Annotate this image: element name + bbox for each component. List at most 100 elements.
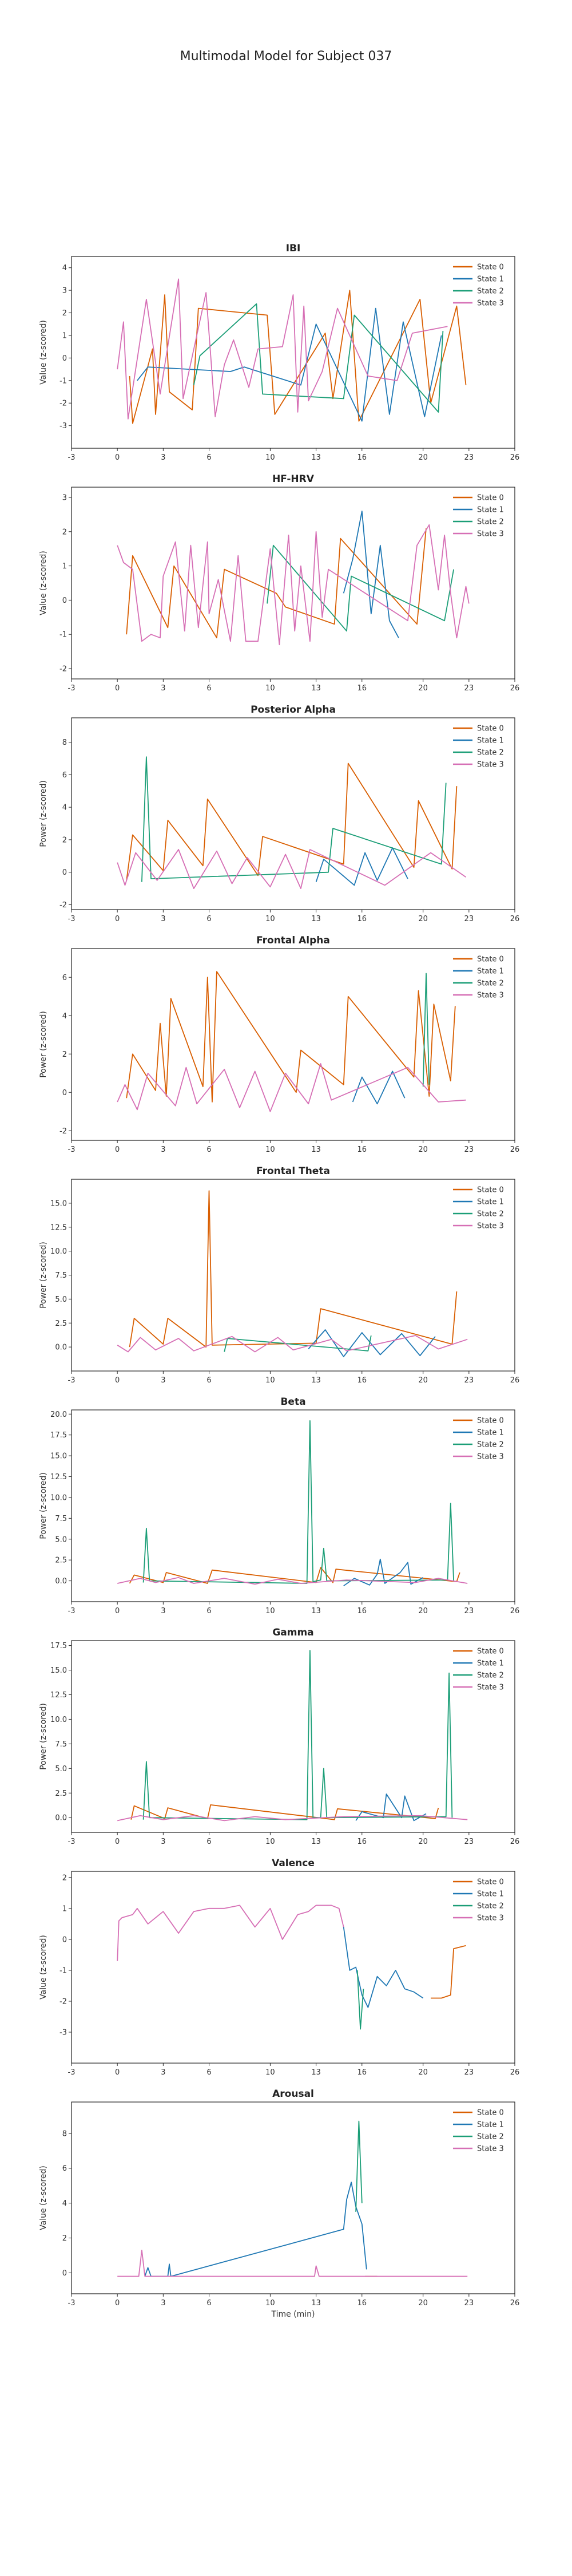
y-axis-label: Power (z-scored): [39, 1472, 48, 1539]
chart-title: IBI: [286, 243, 301, 254]
x-tick-label: 0: [115, 453, 120, 462]
y-tick-label: 0: [62, 596, 67, 605]
series-line-state-3: [117, 1335, 468, 1353]
x-tick-label: 13: [311, 1607, 321, 1615]
x-tick-label: 6: [206, 453, 211, 462]
legend-label: State 1: [477, 967, 504, 976]
x-tick-label: 16: [357, 2299, 367, 2308]
series-line-state-1: [352, 1070, 406, 1105]
x-tick-label: 3: [161, 1607, 165, 1615]
y-tick-label: -3: [59, 422, 67, 430]
x-tick-label: 0: [115, 1838, 120, 1846]
plot-frame: [71, 1871, 515, 2064]
legend-label: State 1: [477, 1429, 504, 1437]
x-tick-label: -3: [68, 2068, 76, 2077]
x-tick-label: 13: [311, 1838, 321, 1846]
x-tick-label: 13: [311, 684, 321, 693]
legend-label: State 1: [477, 1660, 504, 1668]
x-tick-label: 16: [357, 453, 367, 462]
x-tick-label: -3: [68, 915, 76, 923]
legend-label: State 0: [477, 263, 504, 272]
x-tick-label: 6: [206, 1376, 211, 1385]
legend-label: State 3: [477, 1453, 504, 1461]
y-tick-label: 1: [62, 331, 67, 340]
legend-label: State 1: [477, 506, 504, 515]
x-tick-label: 3: [161, 1145, 165, 1154]
y-tick-label: 1: [62, 562, 67, 571]
legend-label: State 3: [477, 2145, 504, 2154]
legend: State 0 State 1 State 2 State 3: [453, 1647, 504, 1692]
y-tick-label: 2: [62, 528, 67, 536]
x-tick-label: -3: [68, 453, 76, 462]
y-tick-label: 3: [62, 493, 67, 502]
legend-label: State 0: [477, 1647, 504, 1656]
y-tick-label: 12.5: [50, 1691, 67, 1700]
legend-label: State 2: [477, 979, 504, 988]
y-tick-label: 8: [62, 2129, 67, 2138]
x-tick-label: 16: [357, 1376, 367, 1385]
y-tick-label: 1: [62, 1905, 67, 1913]
x-tick-label: 16: [357, 684, 367, 693]
y-tick-label: -1: [59, 377, 67, 385]
x-tick-label: 20: [418, 2299, 428, 2308]
x-tick-label: 26: [510, 915, 520, 923]
legend: State 0 State 1 State 2 State 3: [453, 725, 504, 769]
series-line-state-3: [117, 2249, 468, 2277]
x-tick-label: 13: [311, 915, 321, 923]
series-lines: [117, 2120, 468, 2277]
x-tick-label: 23: [464, 1607, 474, 1615]
x-tick-label: 23: [464, 1838, 474, 1846]
x-tick-label: 23: [464, 1145, 474, 1154]
y-tick-label: 7.5: [55, 1271, 67, 1280]
legend-label: State 0: [477, 494, 504, 503]
x-tick-label: 26: [510, 1838, 520, 1846]
y-tick-label: -2: [59, 665, 67, 674]
x-tick-label: 13: [311, 453, 321, 462]
x-tick-label: 23: [464, 2068, 474, 2077]
legend: State 0 State 1 State 2 State 3: [453, 494, 504, 539]
y-tick-label: 17.5: [50, 1431, 67, 1440]
plot-frame: [71, 1409, 515, 1602]
series-line-state-1: [343, 1927, 424, 2008]
y-tick-label: -2: [59, 901, 67, 910]
plot-frame: [71, 1179, 515, 1372]
y-tick-label: 0: [62, 1089, 67, 1097]
legend-label: State 3: [477, 299, 504, 308]
y-tick-label: -1: [59, 1966, 67, 1975]
x-tick-label: 10: [265, 1838, 275, 1846]
x-tick-label: 6: [206, 915, 211, 923]
legend: State 0 State 1 State 2 State 3: [453, 1186, 504, 1231]
y-tick-label: 0: [62, 2269, 67, 2278]
x-tick-label: 20: [418, 1607, 428, 1615]
series-line-state-3: [117, 1815, 468, 1822]
y-axis-label: Power (z-scored): [39, 780, 48, 847]
x-tick-label: -3: [68, 1838, 76, 1846]
chart-posterior-alpha: Posterior Alpha -3 0 3 6 10 13 16 20 23 26 -2 0 2 4 6 8 P…: [39, 704, 519, 923]
series-lines: [117, 1190, 468, 1357]
x-tick-label: 6: [206, 2299, 211, 2308]
x-tick-label: 0: [115, 2068, 120, 2077]
x-tick-label: 0: [115, 2299, 120, 2308]
x-tick-label: -3: [68, 2299, 76, 2308]
x-tick-label: 23: [464, 1376, 474, 1385]
legend-label: State 2: [477, 518, 504, 527]
y-tick-label: 15.0: [50, 1199, 67, 1208]
y-tick-label: 6: [62, 2164, 67, 2173]
series-line-state-0: [126, 762, 458, 881]
x-tick-label: 10: [265, 1607, 275, 1615]
x-tick-label: 23: [464, 2299, 474, 2308]
x-tick-label: 0: [115, 1607, 120, 1615]
legend: State 0 State 1 State 2 State 3: [453, 1417, 504, 1461]
legend-label: State 2: [477, 1902, 504, 1911]
y-tick-label: 5.0: [55, 1765, 67, 1773]
plot-frame: [71, 1640, 515, 1833]
series-line-state-2: [422, 973, 430, 1087]
chart-title: Gamma: [272, 1627, 313, 1638]
y-tick-label: 2: [62, 836, 67, 844]
series-line-state-2: [224, 1335, 372, 1352]
plot-frame: [71, 717, 515, 910]
chart-title: Posterior Alpha: [251, 704, 336, 716]
y-axis-label: Power (z-scored): [39, 1703, 48, 1770]
series-line-state-1: [343, 511, 399, 638]
y-axis-label: Value (z-scored): [39, 551, 48, 615]
